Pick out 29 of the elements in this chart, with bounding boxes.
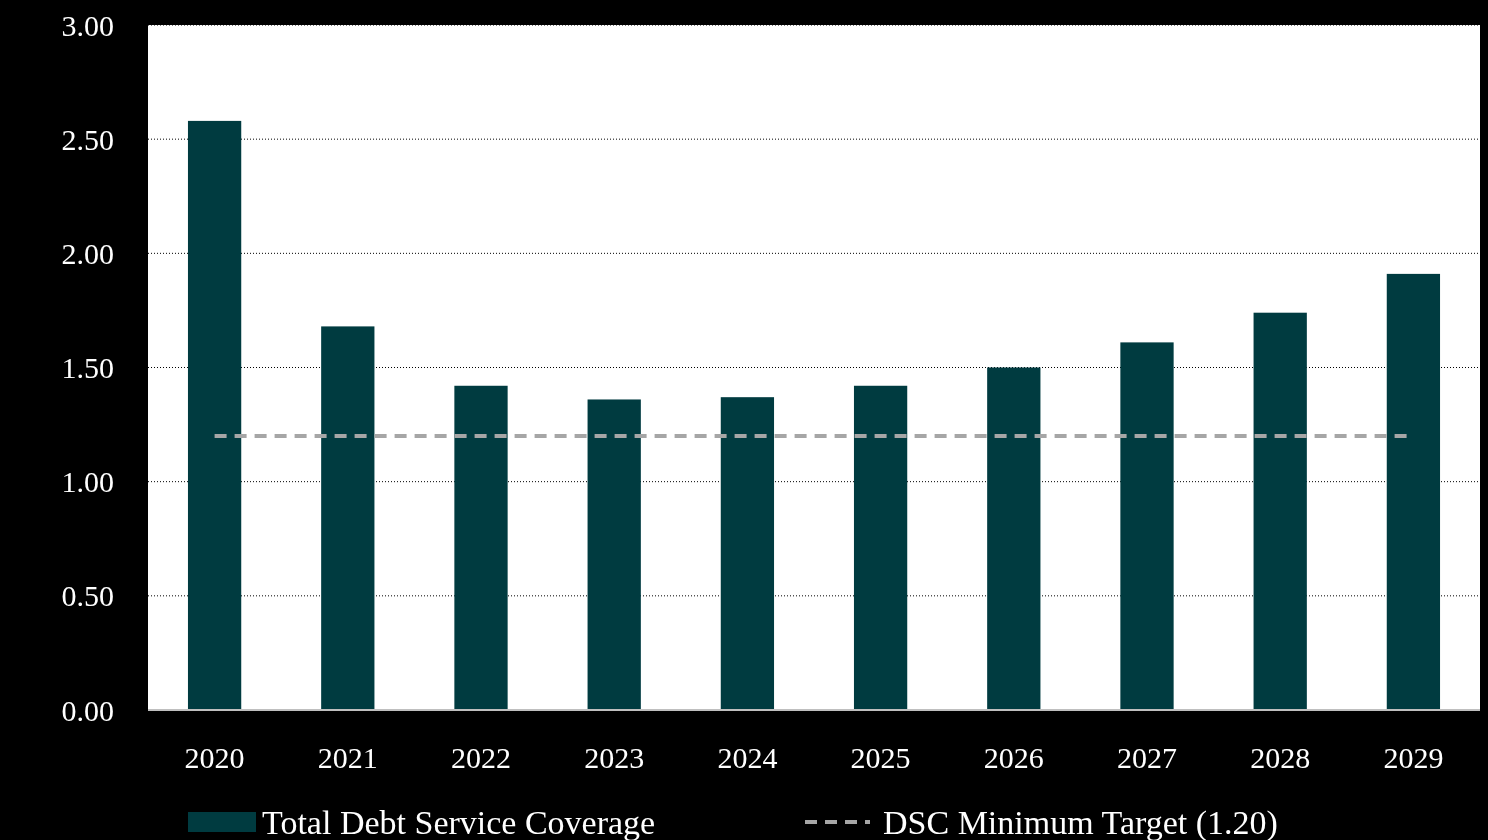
x-tick-label: 2027 xyxy=(1117,740,1177,774)
bar xyxy=(720,397,775,710)
bar xyxy=(1120,342,1174,710)
bar xyxy=(321,326,375,710)
y-tick-label: 0.00 xyxy=(61,693,114,727)
bar xyxy=(987,367,1041,710)
x-tick-label: 2021 xyxy=(317,740,378,774)
y-tick-label: 2.00 xyxy=(61,236,114,270)
x-tick-label: 2025 xyxy=(850,740,911,774)
x-tick-label: 2022 xyxy=(451,740,511,774)
y-tick-label: 1.50 xyxy=(61,351,114,384)
bar xyxy=(853,385,908,710)
bar xyxy=(454,385,508,710)
bar xyxy=(587,399,641,710)
x-tick-label: 2029 xyxy=(1383,740,1444,774)
bar xyxy=(1253,312,1307,710)
bar xyxy=(187,120,242,710)
legend-label: Total Debt Service Coverage xyxy=(262,803,656,840)
y-tick-label: 1.00 xyxy=(61,465,114,499)
x-tick-label: 2028 xyxy=(1250,740,1311,774)
y-tick-label: 2.50 xyxy=(61,122,114,156)
legend-label: DSC Minimum Target (1.20) xyxy=(883,803,1278,840)
x-tick-label: 2020 xyxy=(184,740,245,774)
x-tick-label: 2026 xyxy=(983,740,1044,774)
x-tick-label: 2023 xyxy=(584,740,645,774)
y-tick-label: 3.00 xyxy=(61,8,114,42)
x-tick-label: 2024 xyxy=(717,740,778,774)
bar xyxy=(1386,273,1441,710)
y-tick-label: 0.50 xyxy=(61,579,114,613)
